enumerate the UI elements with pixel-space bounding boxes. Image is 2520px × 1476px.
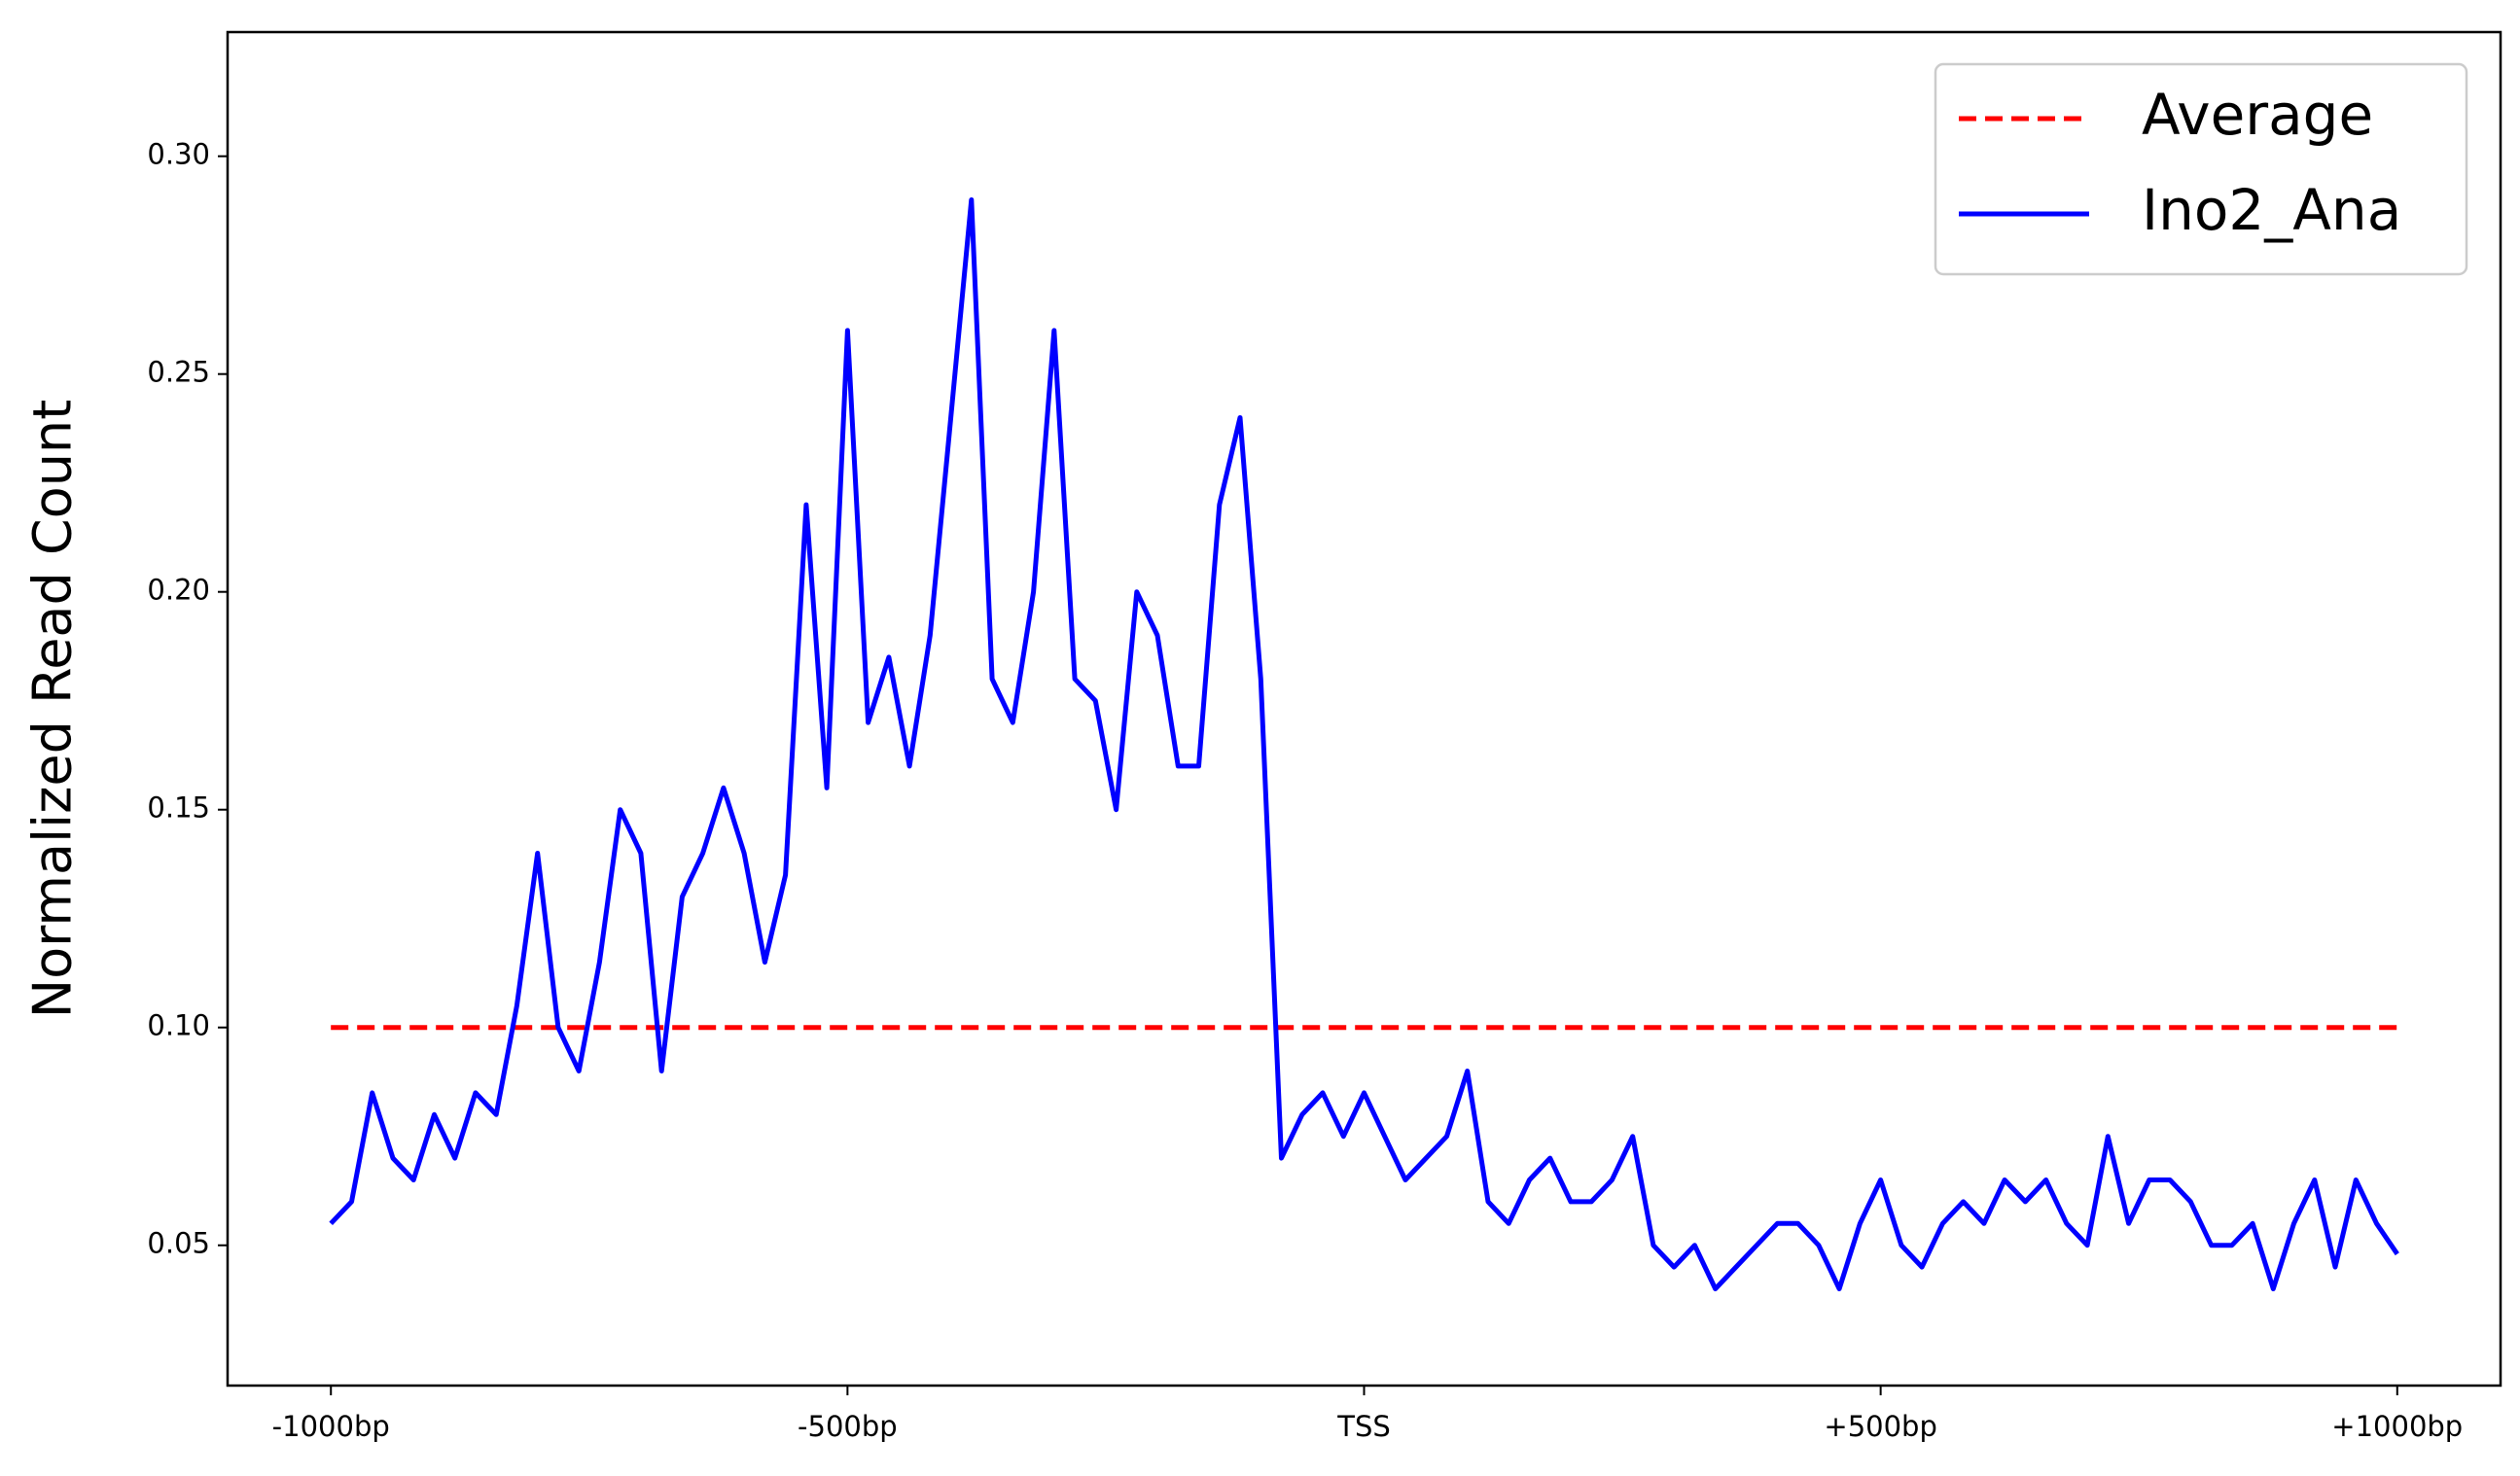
legend-label: Average bbox=[2142, 82, 2373, 148]
data-line bbox=[329, 197, 2399, 1291]
x-tick-label: +500bp bbox=[1824, 1410, 1936, 1443]
x-tick-label: -1000bp bbox=[272, 1410, 390, 1443]
y-tick-label: 0.10 bbox=[147, 1009, 210, 1042]
legend-label: Ino2_Ana bbox=[2142, 177, 2401, 243]
y-tick-label: 0.15 bbox=[147, 791, 210, 825]
x-tick-label: -500bp bbox=[798, 1410, 898, 1443]
y-tick-label: 0.05 bbox=[147, 1227, 210, 1260]
x-tick-label: TSS bbox=[1336, 1410, 1391, 1443]
y-tick-label: 0.25 bbox=[147, 356, 210, 389]
y-tick-label: 0.30 bbox=[147, 138, 210, 171]
y-tick-label: 0.20 bbox=[147, 574, 210, 607]
x-tick-label: +1000bp bbox=[2331, 1410, 2463, 1443]
y-axis-label: Normalized Read Count bbox=[22, 400, 84, 1019]
